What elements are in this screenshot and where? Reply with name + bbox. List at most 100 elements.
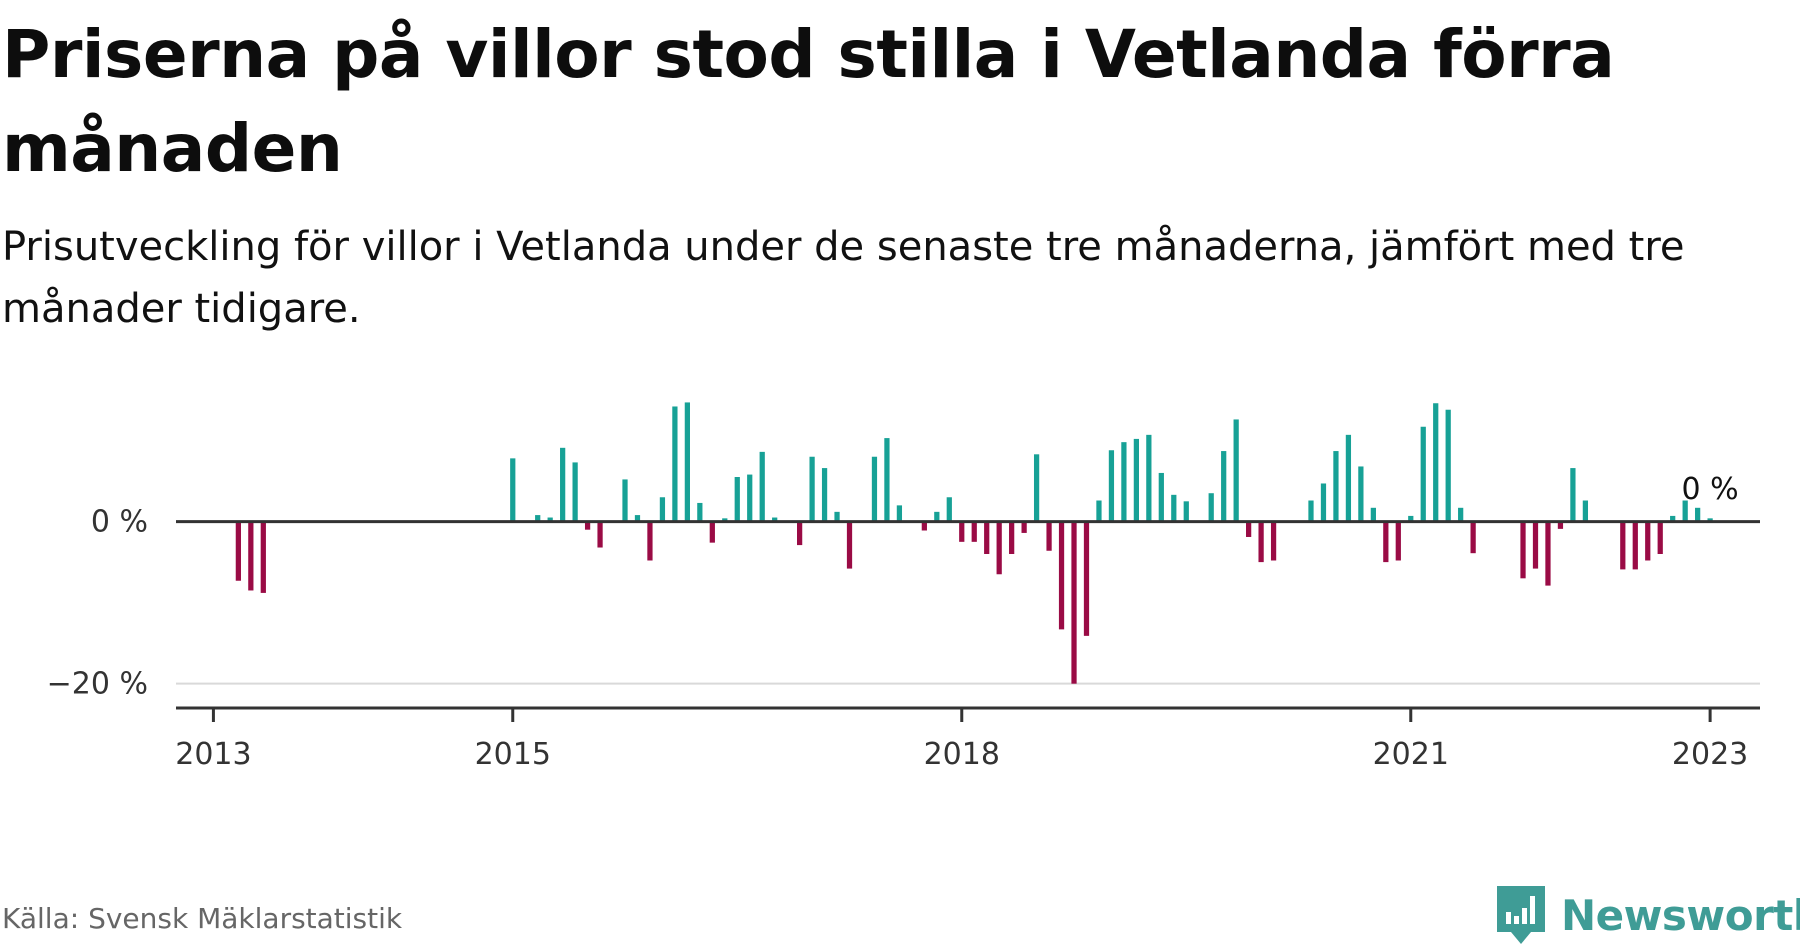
bar [248,521,254,591]
y-tick-label: 0 % [91,505,148,540]
bar [1395,521,1401,561]
source-note: Källa: Svensk Mäklarstatistik [2,902,403,935]
bar [759,451,765,522]
bar [1695,507,1701,522]
bar [1158,472,1164,522]
x-tick-label: 2013 [175,737,251,772]
bar [1183,501,1189,522]
bar [1033,454,1040,522]
brand-logo[interactable]: Newsworthy [1497,886,1800,944]
bar [821,468,828,522]
bar [1458,507,1464,522]
bar [1108,450,1115,522]
bar [560,447,566,522]
bar [1645,521,1651,561]
bar [996,521,1002,575]
bar [1221,451,1227,522]
bar [984,521,990,554]
bar [1682,500,1688,522]
axes [176,520,1760,722]
bar [1046,521,1052,551]
bar [1420,426,1426,522]
bar [1308,500,1314,522]
bar [1620,521,1626,570]
bar [547,517,553,522]
bar [709,521,715,543]
bar [1270,521,1277,561]
labels: 0 % −20 % 2013 2015 2018 2021 2023 0 % [47,472,1749,772]
bar [659,497,666,522]
bar [1657,521,1663,554]
last-value-label: 0 % [1682,472,1739,507]
bar [1333,451,1339,522]
bar [535,515,541,522]
bar [1121,442,1127,522]
bar [959,521,965,542]
bar [1246,521,1252,537]
bar [584,521,591,530]
bar [971,521,977,542]
bar [1445,409,1451,522]
bar [235,521,241,581]
bar [1520,521,1526,579]
bar [797,521,803,546]
bar [260,521,266,593]
bar [809,456,815,522]
bar [1545,521,1551,586]
bar [1582,500,1589,522]
bar [1433,403,1439,522]
bar [1233,419,1239,522]
chart-subtitle: Prisutveckling för villor i Vetlanda und… [2,224,1685,332]
bar [1632,521,1638,570]
bar [896,505,903,522]
x-tick-label: 2015 [475,737,551,772]
bar [1570,468,1576,522]
x-tick-label: 2021 [1373,737,1449,772]
bar [1670,515,1676,522]
bar [1083,521,1090,636]
bar [1557,521,1564,529]
bar [1408,515,1414,522]
bar [1358,466,1364,522]
bar [1071,521,1077,684]
y-tick-label: −20 % [47,667,148,702]
bar [747,474,753,522]
bar [1133,438,1139,522]
bar [1470,521,1476,554]
bar [510,458,516,522]
bar [684,402,690,522]
bar [1021,521,1027,533]
bar [672,406,678,522]
bar [1146,434,1152,522]
bar [1707,518,1713,522]
bar [871,456,878,522]
bar [1370,507,1376,522]
bar [834,511,840,522]
bar [634,515,641,522]
bar [622,479,628,522]
bar [572,462,578,522]
bar [1258,521,1264,563]
bar [934,511,940,522]
chart-title: Priserna på villor stod stilla i Vetland… [2,16,1615,187]
bar [1208,493,1214,522]
bar [1058,521,1065,630]
bar [1320,483,1327,522]
bar [647,521,653,561]
bar [772,517,778,522]
bar [697,502,703,522]
bar [1171,494,1177,522]
x-tick-label: 2023 [1672,737,1748,772]
x-tick-label: 2018 [924,737,1000,772]
bar [1096,500,1102,522]
bar [1383,521,1389,563]
bar [597,521,603,548]
bar [884,438,890,522]
bar [921,521,927,531]
bar [1532,521,1539,569]
bars [235,402,1713,684]
newsworthy-logo-icon [1497,886,1545,944]
brand-name: Newsworthy [1561,890,1800,940]
bar [846,521,853,569]
